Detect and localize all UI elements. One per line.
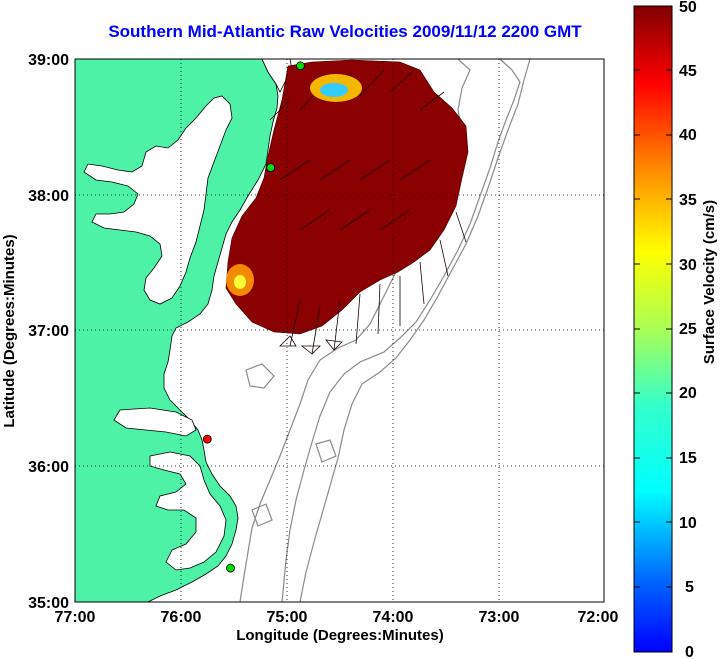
y-axis-ticks: 39:00 38:00 37:00 36:00 35:00 bbox=[28, 52, 69, 612]
x-tick-label: 74:00 bbox=[373, 609, 414, 626]
y-tick-label: 35:00 bbox=[28, 595, 69, 612]
x-tick-label: 75:00 bbox=[267, 609, 308, 626]
velocity-low-core-south bbox=[234, 275, 246, 289]
colorbar-tick-label: 35 bbox=[679, 192, 697, 209]
velocity-field bbox=[225, 59, 469, 335]
plot-frame bbox=[74, 58, 605, 603]
colorbar-tick-label: 10 bbox=[679, 515, 697, 532]
station-markers bbox=[202, 61, 305, 573]
colorbar-label: Surface Velocity (cm/s) bbox=[701, 200, 718, 364]
albemarle-sound bbox=[113, 407, 197, 437]
colorbar-tick-label: 50 bbox=[679, 0, 697, 16]
x-tick-label: 73:00 bbox=[479, 609, 520, 626]
colorbar-tick-label: 5 bbox=[685, 579, 694, 596]
colorbar-tick-label: 45 bbox=[679, 63, 697, 80]
y-tick-label: 37:00 bbox=[28, 323, 69, 340]
y-tick-label: 39:00 bbox=[28, 52, 69, 69]
delaware-bay bbox=[261, 59, 293, 93]
velocity-arrows bbox=[269, 69, 467, 355]
station-mid-marker bbox=[266, 163, 276, 173]
colorbar-tick-label: 15 bbox=[679, 450, 697, 467]
colorbar bbox=[633, 5, 673, 653]
chesapeake-bay bbox=[83, 95, 233, 305]
colorbar-tick-label: 0 bbox=[685, 644, 694, 659]
colorbar-tick-marks bbox=[634, 69, 672, 588]
x-tick-label: 76:00 bbox=[161, 609, 202, 626]
colorbar-tick-label: 20 bbox=[679, 385, 697, 402]
station-hatteras-north-marker bbox=[202, 434, 212, 444]
x-axis-label: Longitude (Degrees:Minutes) bbox=[236, 627, 444, 644]
colorbar-tick-label: 40 bbox=[679, 127, 697, 144]
velocity-low-core-north bbox=[320, 83, 348, 97]
x-tick-label: 72:00 bbox=[578, 609, 619, 626]
y-tick-label: 36:00 bbox=[28, 459, 69, 476]
station-north-marker bbox=[295, 61, 305, 71]
x-axis-ticks: 77:00 76:00 75:00 74:00 73:00 72:00 bbox=[55, 609, 619, 626]
y-tick-label: 38:00 bbox=[28, 188, 69, 205]
station-hatteras-south-marker bbox=[226, 563, 235, 573]
grid-lines bbox=[75, 59, 604, 602]
colorbar-tick-label: 30 bbox=[679, 257, 697, 274]
colorbar-ticks: 50 45 40 35 30 25 20 15 10 5 0 bbox=[679, 0, 697, 659]
colorbar-tick-label: 25 bbox=[679, 321, 697, 338]
y-axis-label: Latitude (Degrees:Minutes) bbox=[1, 234, 18, 427]
chart-title: Southern Mid-Atlantic Raw Velocities 200… bbox=[108, 22, 582, 41]
x-tick-label: 77:00 bbox=[55, 609, 96, 626]
